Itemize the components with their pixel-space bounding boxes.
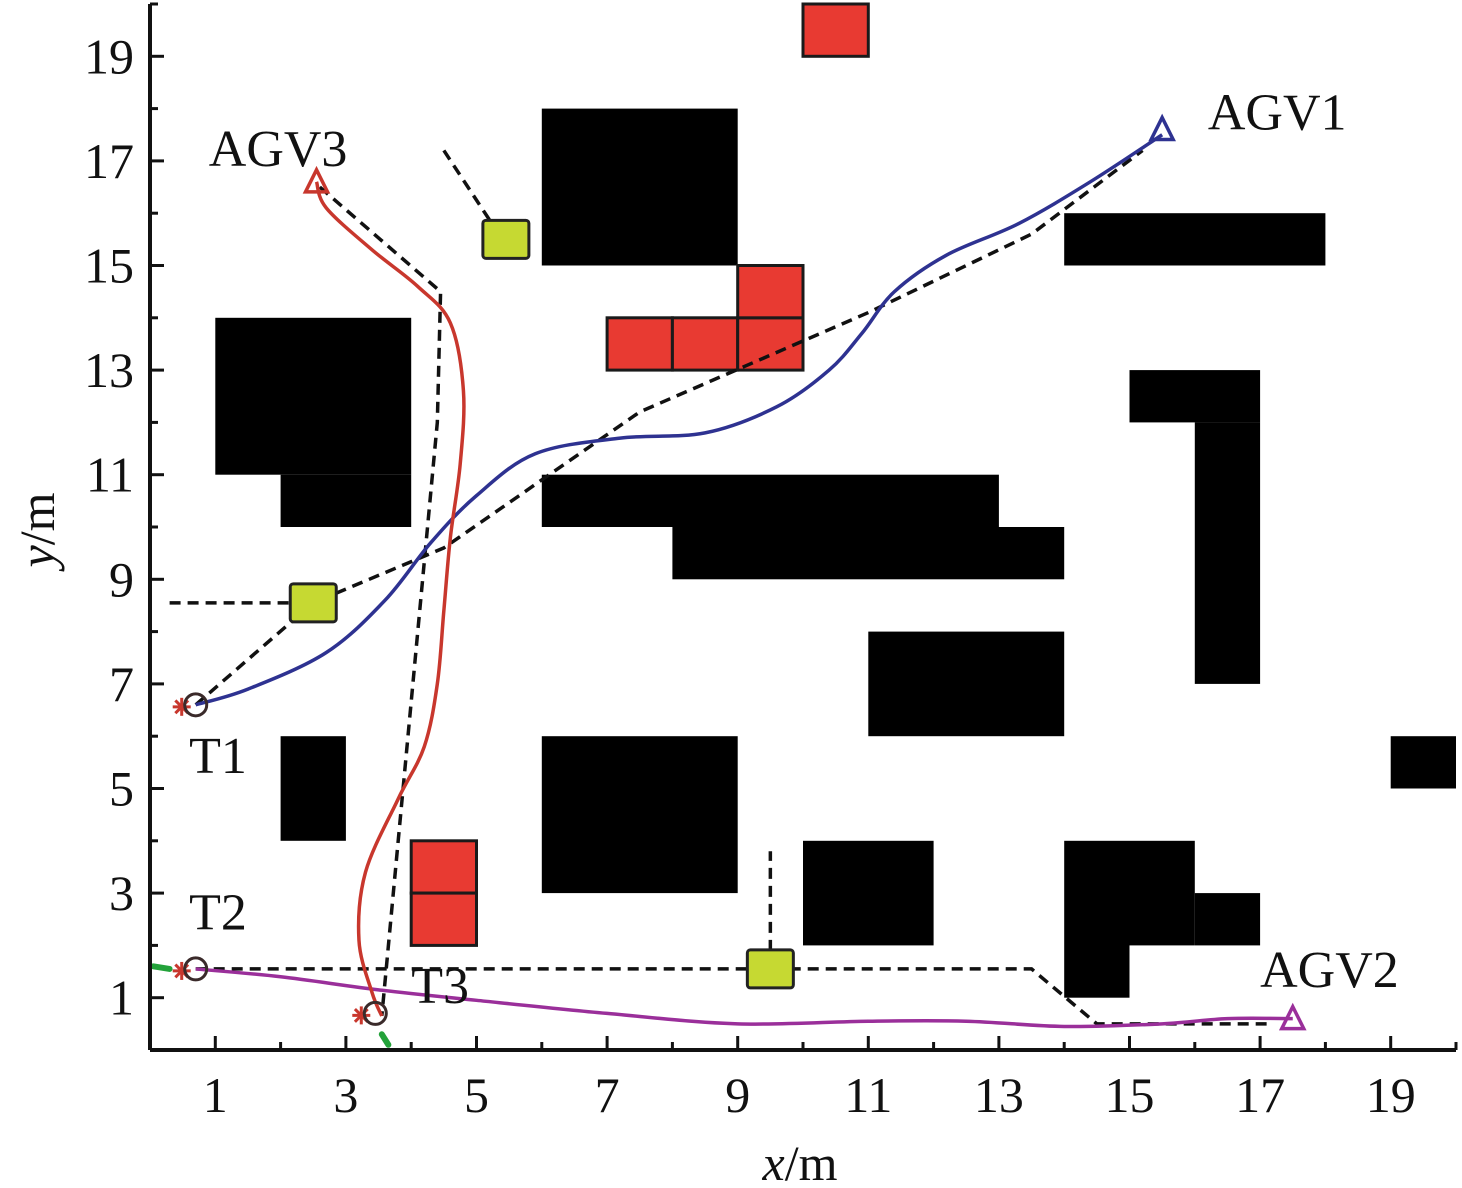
x-tick-label: 17	[1235, 1067, 1285, 1123]
x-tick-label: 1	[203, 1067, 228, 1123]
y-tick-label: 5	[109, 761, 134, 817]
y-tick-label: 19	[84, 28, 134, 84]
obstacle-block	[1064, 840, 1130, 998]
annotation-layer: AGV1 AGV2 AGV3 T1 T2 T3	[189, 85, 1399, 1015]
annotation-agv3: AGV3	[209, 121, 348, 178]
obstacle-block	[1194, 422, 1261, 684]
x-tick-label: 11	[844, 1067, 892, 1123]
obstacle-block	[1129, 840, 1195, 946]
annotation-agv1: AGV1	[1208, 85, 1347, 142]
y-tick-label: 1	[109, 970, 134, 1026]
red-block	[801, 2, 870, 58]
obstacle-block	[1064, 213, 1326, 266]
obstacle-block	[868, 631, 1065, 737]
red-block-layer	[409, 2, 870, 947]
target-circle	[183, 692, 209, 718]
red-block	[409, 839, 479, 895]
annotation-t3: T3	[411, 958, 469, 1015]
agv3-start-marker	[302, 165, 331, 194]
obstacle-block	[1129, 370, 1261, 423]
agv1-start-marker	[1148, 113, 1176, 142]
x-axis-unit: /m	[785, 1135, 838, 1188]
t2-target-marker	[172, 956, 209, 982]
obstacle-block	[803, 840, 934, 946]
axes-layer	[148, 2, 1458, 1052]
x-tick-label: 7	[595, 1067, 620, 1123]
red-block	[605, 316, 674, 372]
green-tick-mark	[150, 963, 173, 972]
red-block	[409, 891, 479, 947]
path-layer	[169, 133, 1293, 1029]
obstacle-block	[541, 108, 738, 266]
green-box	[481, 218, 531, 260]
y-tick-label: 17	[84, 133, 134, 189]
y-axis-label: y/m	[9, 492, 65, 572]
agv3-actual-path	[314, 181, 466, 1017]
obstacle-block	[541, 474, 999, 527]
obstacle-block	[541, 736, 738, 894]
agv1-actual-path	[195, 133, 1164, 707]
red-block	[670, 316, 740, 372]
y-axis-var: y	[9, 545, 65, 573]
y-axis-unit: /m	[9, 492, 65, 545]
y-tick-label: 11	[86, 447, 134, 503]
y-tick-label: 3	[109, 865, 134, 921]
y-tick-label: 13	[84, 342, 134, 398]
target-circle	[362, 1000, 388, 1026]
t3-target-marker	[352, 1000, 388, 1026]
obstacle-layer	[215, 108, 1456, 998]
x-tick-label: 19	[1366, 1067, 1416, 1123]
obstacle-block	[280, 736, 346, 841]
t1-target-marker	[172, 692, 209, 718]
obstacle-block	[280, 474, 412, 527]
y-tick-label: 15	[84, 238, 134, 294]
annotation-t2: T2	[189, 885, 247, 942]
annotation-t1: T1	[189, 728, 247, 785]
x-axis-var: x	[762, 1135, 785, 1188]
y-tick-label: 9	[109, 551, 134, 607]
green-tick-mark	[378, 1031, 392, 1048]
x-axis-label: x/m	[762, 1135, 838, 1188]
annotation-agv2: AGV2	[1260, 942, 1399, 999]
agv2-actual-path	[195, 967, 1293, 1029]
obstacle-block	[1390, 736, 1456, 789]
x-tick-label: 3	[333, 1067, 358, 1123]
x-tick-label: 15	[1105, 1067, 1155, 1123]
green-box	[288, 582, 338, 624]
obstacle-block	[215, 317, 412, 475]
agv3-planned-path	[318, 185, 443, 1017]
x-tick-label: 13	[974, 1067, 1024, 1123]
target-circle	[183, 956, 209, 982]
agv2-start-marker	[1278, 1002, 1307, 1031]
red-block	[736, 264, 805, 320]
marker-layer	[150, 113, 1307, 1048]
x-tick-label: 9	[725, 1067, 750, 1123]
obstacle-block	[672, 527, 1065, 580]
y-tick-label: 7	[109, 656, 134, 712]
green-box	[745, 948, 795, 990]
x-tick-label: 5	[464, 1067, 489, 1123]
obstacle-block	[1194, 893, 1261, 946]
green-box-layer	[288, 218, 795, 990]
